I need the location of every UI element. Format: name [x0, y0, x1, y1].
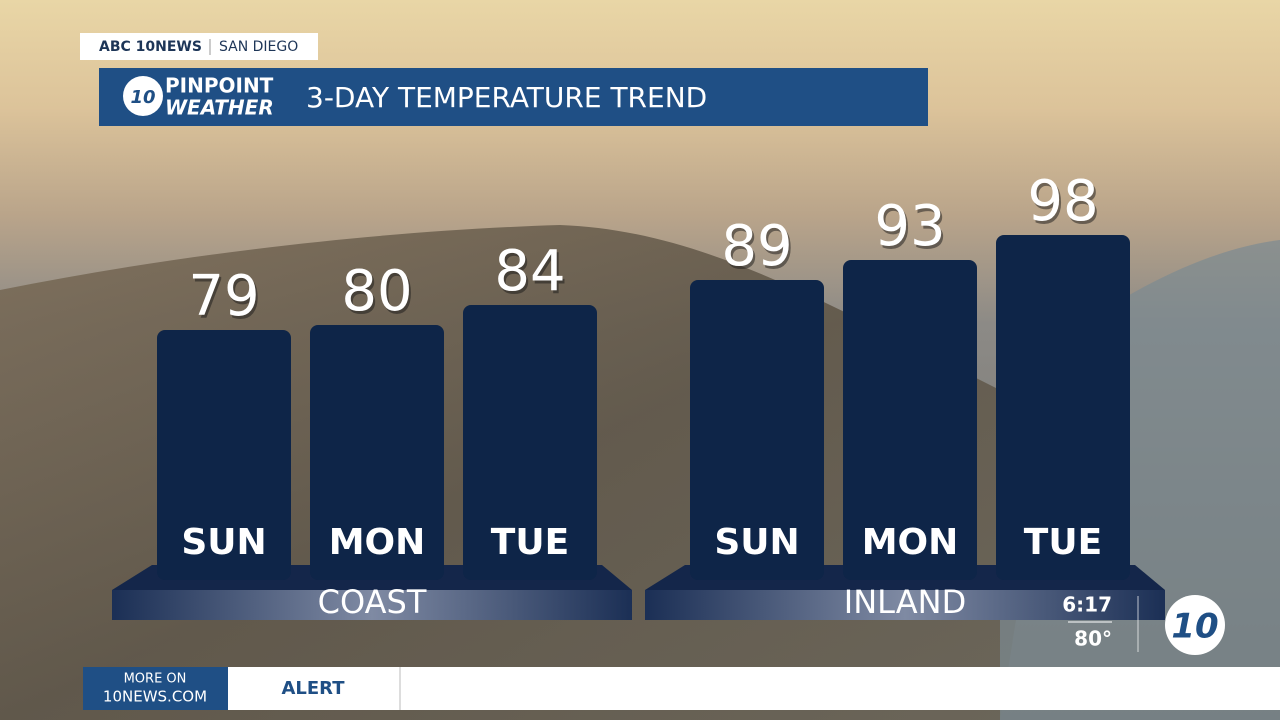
value-label: 93 — [876, 197, 947, 262]
station-logo-text: 10 — [1171, 607, 1218, 647]
bar — [157, 330, 291, 580]
logo-circle — [123, 76, 163, 116]
ticker-more-on: MORE ON — [124, 672, 187, 687]
bar — [463, 305, 597, 580]
bar — [310, 325, 444, 580]
group-label: INLAND — [844, 583, 966, 621]
ticker-source — [83, 667, 228, 710]
ticker-label: ALERT — [281, 678, 345, 699]
chart-title: 3-DAY TEMPERATURE TREND — [306, 81, 707, 114]
bar — [843, 260, 977, 580]
platform-front — [112, 590, 632, 620]
day-label: SUN — [714, 522, 799, 563]
value-label: 89 — [723, 217, 794, 282]
day-label: SUN — [181, 522, 266, 563]
value-label: 84 — [496, 242, 567, 307]
bar — [690, 280, 824, 580]
value-label: 93 — [874, 194, 945, 259]
day-label: MON — [862, 522, 959, 563]
title-bar — [99, 68, 928, 126]
station-logo — [1165, 595, 1225, 655]
chart: COAST7979SUN8080MON8484TUEINLAND8989SUN9… — [112, 169, 1165, 621]
value-label: 98 — [1029, 172, 1100, 237]
clock-temp: 80° — [1074, 627, 1112, 651]
platform-front — [645, 590, 1165, 620]
value-label: 84 — [494, 239, 565, 304]
value-label: 80 — [341, 259, 412, 324]
day-label: TUE — [1024, 522, 1102, 563]
value-label: 80 — [343, 262, 414, 327]
city-name: SAN DIEGO — [219, 39, 298, 55]
logo-top: PINPOINT — [165, 74, 274, 98]
group-label: COAST — [318, 583, 427, 621]
day-label: TUE — [491, 522, 569, 563]
clock-time: 6:17 — [1062, 593, 1112, 617]
value-label: 79 — [190, 267, 261, 332]
bar — [996, 235, 1130, 580]
network-tag — [80, 33, 318, 60]
network-name: ABC 10NEWS — [99, 39, 202, 55]
logo-badge: 10 — [130, 87, 155, 108]
ticker-site: 10NEWS.COM — [103, 688, 207, 706]
value-label: 89 — [721, 214, 792, 279]
value-label: 98 — [1027, 169, 1098, 234]
logo-bottom: WEATHER — [165, 96, 274, 120]
value-label: 79 — [188, 264, 259, 329]
day-label: MON — [329, 522, 426, 563]
ticker-bar — [228, 667, 1280, 710]
